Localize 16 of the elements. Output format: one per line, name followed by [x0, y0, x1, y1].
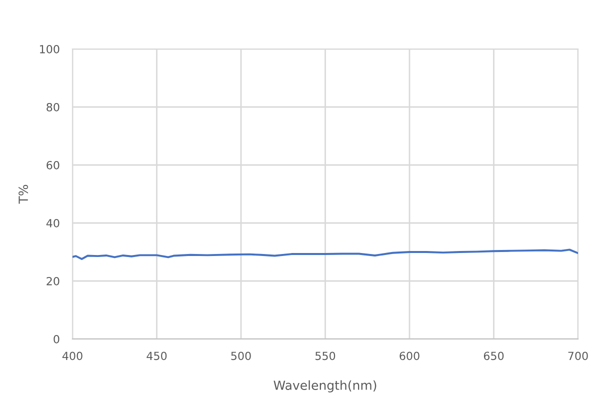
x-axis-title: Wavelength(nm): [274, 380, 376, 392]
y-axis-title: T%: [18, 184, 28, 204]
x-tick-label: 650: [484, 352, 504, 360]
y-tick-label: 0: [54, 334, 60, 344]
x-tick-label: 550: [316, 352, 336, 360]
x-tick-label: 500: [231, 352, 251, 360]
x-tick-label: 700: [568, 352, 588, 360]
y-tick-label: 80: [46, 102, 60, 112]
line-series: [72, 248, 578, 260]
y-tick-label: 60: [46, 160, 60, 170]
y-tick-label: 100: [40, 44, 60, 54]
x-tick-label: 400: [62, 352, 82, 360]
y-tick-label: 20: [46, 276, 60, 286]
y-tick-label: 40: [46, 218, 60, 228]
x-tick-label: 600: [400, 352, 420, 360]
x-tick-label: 450: [146, 352, 167, 360]
